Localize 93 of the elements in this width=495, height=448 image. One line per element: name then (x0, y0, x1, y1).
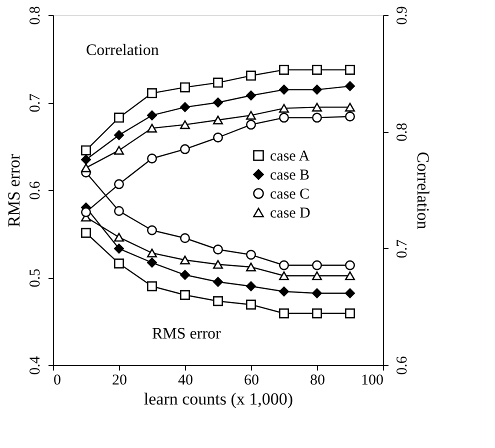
point (246, 120, 256, 130)
legend-label: case D (270, 206, 311, 222)
annotation: RMS error (152, 326, 222, 342)
point (114, 232, 124, 242)
point (246, 70, 256, 81)
point (345, 271, 355, 280)
point (180, 256, 190, 264)
legend-label: case C (270, 186, 310, 202)
point (345, 308, 355, 318)
point (147, 110, 157, 120)
y2-tick-label: 0.7 (394, 238, 410, 258)
point (180, 144, 190, 154)
x-tick-label: 100 (361, 372, 384, 388)
x-tick-label: 40 (178, 372, 193, 388)
point (279, 104, 289, 113)
point (180, 102, 190, 112)
point (180, 120, 190, 130)
point (312, 271, 322, 280)
point (114, 179, 124, 190)
point (345, 64, 355, 75)
y-tick-label: 0.7 (28, 93, 44, 112)
point (147, 124, 157, 133)
point (345, 112, 355, 122)
point (81, 154, 91, 165)
point (147, 248, 157, 258)
point (114, 258, 124, 268)
point (279, 286, 289, 296)
y2-tick-label: 0.9 (394, 6, 410, 25)
y2-tick-label: 0.6 (394, 356, 410, 375)
y-axis-title: RMS error (4, 154, 24, 228)
point (312, 84, 322, 95)
point (180, 233, 190, 244)
point (246, 262, 256, 272)
point (81, 163, 91, 172)
point (345, 260, 355, 270)
point (180, 270, 190, 280)
point (312, 112, 322, 123)
point (114, 244, 124, 254)
point (246, 281, 256, 292)
y2-tick-label: 0.8 (394, 122, 410, 142)
point (147, 258, 157, 268)
point (213, 260, 223, 269)
legend-label: case B (270, 168, 310, 184)
x-axis-title: learn counts (x 1,000) (144, 390, 294, 408)
point (147, 225, 157, 236)
point (279, 64, 289, 75)
point (312, 288, 322, 298)
point (345, 288, 355, 298)
point (213, 244, 223, 254)
point (180, 290, 190, 300)
x-tick-label: 60 (244, 372, 259, 388)
annotation: Correlation (86, 42, 159, 59)
point (81, 228, 91, 238)
point (279, 308, 289, 318)
point (147, 281, 157, 292)
point (279, 271, 289, 280)
x-tick-label: 0 (54, 372, 61, 388)
point (213, 116, 223, 124)
y-tick-label: 0.4 (28, 356, 44, 375)
point (213, 132, 223, 142)
point (246, 90, 256, 100)
point (312, 260, 322, 270)
point (213, 296, 223, 306)
point (312, 102, 322, 112)
point (81, 145, 91, 156)
point (114, 130, 124, 140)
point (246, 110, 256, 120)
y2-axis-title: Correlation (414, 152, 432, 230)
point (345, 102, 355, 112)
point (312, 64, 322, 75)
point (246, 250, 256, 260)
y-tick-label: 0.6 (28, 180, 44, 200)
legend-label: case A (270, 148, 310, 164)
point (279, 260, 289, 270)
point (213, 276, 223, 287)
y-tick-label: 0.8 (28, 6, 44, 25)
point (114, 112, 124, 123)
point (345, 81, 355, 92)
point (312, 308, 322, 318)
point (114, 146, 124, 155)
y-tick-label: 0.5 (28, 268, 44, 288)
point (279, 112, 289, 123)
x-tick-label: 80 (310, 372, 325, 388)
point (246, 300, 256, 310)
point (147, 154, 157, 164)
point (213, 78, 223, 88)
point (81, 207, 91, 218)
point (213, 98, 223, 108)
point (114, 206, 124, 216)
x-tick-label: 20 (112, 372, 127, 388)
point (147, 88, 157, 98)
point (180, 82, 190, 92)
point (279, 84, 289, 95)
